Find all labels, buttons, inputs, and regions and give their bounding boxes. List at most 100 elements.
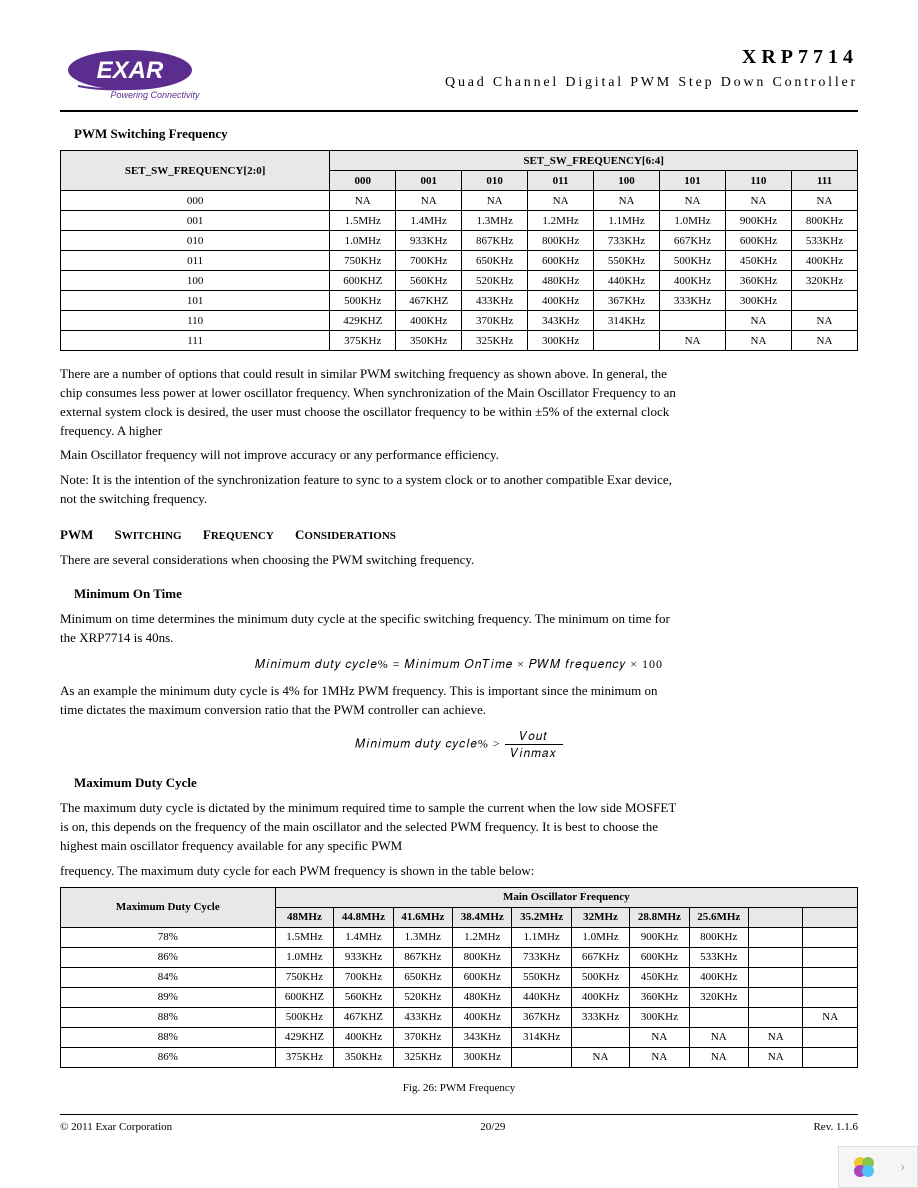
- cell: 500KHz: [660, 251, 726, 271]
- cell: 750KHz: [275, 967, 334, 987]
- cell: 933KHz: [334, 947, 393, 967]
- row-key: 101: [61, 291, 330, 311]
- cell: 367KHz: [594, 291, 660, 311]
- cell: NA: [660, 331, 726, 351]
- cell: 520KHz: [462, 271, 528, 291]
- cell: NA: [803, 1007, 858, 1027]
- table2-col: 48MHz: [275, 907, 334, 927]
- row-key: 89%: [61, 987, 276, 1007]
- table1-col: 000: [330, 171, 396, 191]
- viewer-widget[interactable]: ›: [838, 1146, 918, 1188]
- cell: 300KHz: [528, 331, 594, 351]
- cell: NA: [528, 191, 594, 211]
- row-key: 011: [61, 251, 330, 271]
- cell: NA: [330, 191, 396, 211]
- cell: 325KHz: [393, 1047, 452, 1067]
- cell: NA: [725, 191, 791, 211]
- table2-col: [748, 907, 803, 927]
- para-max-duty2: frequency. The maximum duty cycle for ea…: [60, 862, 680, 881]
- table-max-duty: Maximum Duty Cycle Main Oscillator Frequ…: [60, 887, 858, 1068]
- table-row: 88%500KHz467KHZ433KHz400KHz367KHz333KHz3…: [61, 1007, 858, 1027]
- cell: 320KHz: [791, 271, 857, 291]
- cell: 360KHz: [630, 987, 689, 1007]
- cell: 300KHz: [725, 291, 791, 311]
- cell: 1.1MHz: [512, 927, 571, 947]
- footer-page: 20/29: [480, 1121, 505, 1133]
- cell: 600KHz: [528, 251, 594, 271]
- table2-row-header: Maximum Duty Cycle: [61, 887, 276, 927]
- cell: 933KHz: [396, 231, 462, 251]
- cell: NA: [791, 311, 857, 331]
- table-row: 110429KHZ400KHz370KHz343KHz314KHzNANA: [61, 311, 858, 331]
- cell: NA: [748, 1027, 803, 1047]
- section-considerations: PWM SWITCHING FREQUENCY CONSIDERATIONS: [60, 527, 858, 543]
- formula-min-duty: 𝑀𝑖𝑛𝑖𝑚𝑢𝑚 𝑑𝑢𝑡𝑦 𝑐𝑦𝑐𝑙𝑒% = 𝑀𝑖𝑛𝑖𝑚𝑢𝑚 𝑂𝑛𝑇𝑖𝑚𝑒 × 𝑃…: [60, 657, 858, 672]
- row-key: 88%: [61, 1027, 276, 1047]
- cell: NA: [689, 1047, 748, 1067]
- cell: 1.2MHz: [453, 927, 512, 947]
- cell: NA: [689, 1027, 748, 1047]
- cell: 800KHz: [791, 211, 857, 231]
- page-header: EXAR Powering Connectivity XRP7714 Quad …: [60, 46, 858, 102]
- para-considerations: There are several considerations when ch…: [60, 551, 680, 570]
- table-row: 011750KHz700KHz650KHz600KHz550KHz500KHz4…: [61, 251, 858, 271]
- cell: 314KHz: [594, 311, 660, 331]
- cell: 343KHz: [453, 1027, 512, 1047]
- cell: 429KHZ: [275, 1027, 334, 1047]
- cell: 560KHz: [396, 271, 462, 291]
- table2-col: 38.4MHz: [453, 907, 512, 927]
- footer-rev: Rev. 1.1.6: [813, 1121, 858, 1133]
- cell: 500KHz: [330, 291, 396, 311]
- para-options: There are a number of options that could…: [60, 365, 680, 440]
- cell: 433KHz: [462, 291, 528, 311]
- cell: 667KHz: [571, 947, 629, 967]
- cell: 500KHz: [275, 1007, 334, 1027]
- row-key: 78%: [61, 927, 276, 947]
- table1-col: 101: [660, 171, 726, 191]
- cell: 1.4MHz: [396, 211, 462, 231]
- para-mainosc: Main Oscillator frequency will not impro…: [60, 446, 680, 465]
- row-key: 010: [61, 231, 330, 251]
- table-row: 86%1.0MHz933KHz867KHz800KHz733KHz667KHz6…: [61, 947, 858, 967]
- table1-row-header: SET_SW_FREQUENCY[2:0]: [61, 151, 330, 191]
- table1-col: 001: [396, 171, 462, 191]
- cell: NA: [725, 311, 791, 331]
- cell: 800KHz: [528, 231, 594, 251]
- row-key: 86%: [61, 1047, 276, 1067]
- cell: 450KHz: [630, 967, 689, 987]
- cell: 1.1MHz: [594, 211, 660, 231]
- chevron-right-icon[interactable]: ›: [900, 1158, 905, 1176]
- table2-col: 35.2MHz: [512, 907, 571, 927]
- row-key: 110: [61, 311, 330, 331]
- cell: NA: [748, 1047, 803, 1067]
- cell: 400KHz: [571, 987, 629, 1007]
- cell: 400KHz: [453, 1007, 512, 1027]
- cell: 520KHz: [393, 987, 452, 1007]
- cell: NA: [462, 191, 528, 211]
- part-number: XRP7714: [445, 46, 858, 69]
- cell: [512, 1047, 571, 1067]
- cell: 1.5MHz: [330, 211, 396, 231]
- cell: 750KHz: [330, 251, 396, 271]
- row-key: 84%: [61, 967, 276, 987]
- cell: NA: [630, 1047, 689, 1067]
- cell: 1.2MHz: [528, 211, 594, 231]
- cell: 1.0MHz: [275, 947, 334, 967]
- cell: 300KHz: [630, 1007, 689, 1027]
- subsection-max-duty: Maximum Duty Cycle: [74, 775, 858, 791]
- cell: 560KHz: [334, 987, 393, 1007]
- cell: NA: [660, 191, 726, 211]
- cell: 1.0MHz: [330, 231, 396, 251]
- row-key: 001: [61, 211, 330, 231]
- table2-col: 32MHz: [571, 907, 629, 927]
- cell: 440KHz: [512, 987, 571, 1007]
- table-row: 000NANANANANANANANA: [61, 191, 858, 211]
- table-row: 88%429KHZ400KHz370KHz343KHz314KHzNANANA: [61, 1027, 858, 1047]
- cell: 350KHz: [396, 331, 462, 351]
- cell: 350KHz: [334, 1047, 393, 1067]
- cell: 360KHz: [725, 271, 791, 291]
- cell: [803, 987, 858, 1007]
- cell: 867KHz: [462, 231, 528, 251]
- formula-min-duty-ratio: 𝑀𝑖𝑛𝑖𝑚𝑢𝑚 𝑑𝑢𝑡𝑦 𝑐𝑦𝑐𝑙𝑒% > 𝑉𝑜𝑢𝑡𝑉𝑖𝑛𝑚𝑎𝑥: [60, 730, 858, 759]
- cell: NA: [630, 1027, 689, 1047]
